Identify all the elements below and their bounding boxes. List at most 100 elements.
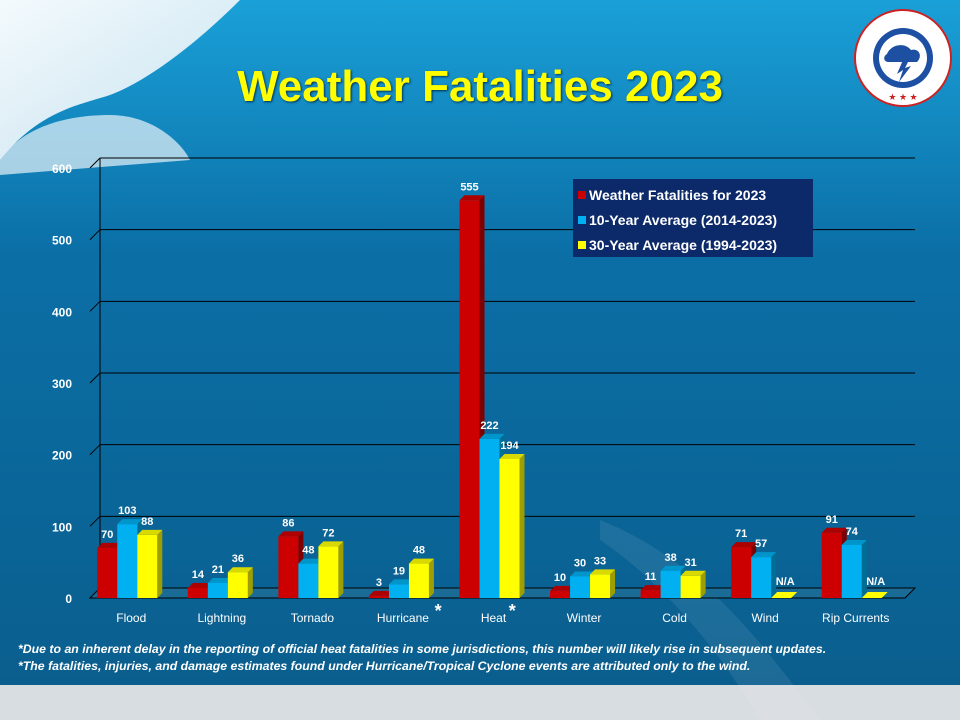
bar xyxy=(318,546,339,598)
bar-side xyxy=(861,539,867,598)
bar xyxy=(278,536,299,598)
data-label: 36 xyxy=(232,553,244,565)
y-tick-label: 200 xyxy=(52,449,72,463)
data-label: 222 xyxy=(480,420,498,432)
bar-top xyxy=(318,541,344,547)
footnote-hurricane: *The fatalities, injuries, and damage es… xyxy=(18,659,751,673)
data-label: 3 xyxy=(376,577,382,589)
legend-swatch-2023 xyxy=(578,190,586,199)
svg-text:★ ★ ★: ★ ★ ★ xyxy=(888,92,917,102)
bar-top xyxy=(187,582,213,588)
gridline-tick xyxy=(89,444,101,456)
gridline-tick xyxy=(89,372,101,384)
bar-top xyxy=(459,195,485,201)
bar xyxy=(550,590,571,598)
bar xyxy=(590,574,611,598)
x-tick-label: Winter xyxy=(567,611,602,625)
bar-top xyxy=(97,542,123,548)
bar xyxy=(499,458,520,598)
data-label: 11 xyxy=(645,571,657,583)
bar-top xyxy=(479,433,505,439)
data-label: 88 xyxy=(141,516,153,528)
bar-top xyxy=(298,558,324,564)
legend-item-10yr: 10-Year Average (2014-2023) xyxy=(573,207,813,232)
x-tick-label: Lightning xyxy=(197,611,246,625)
bar xyxy=(660,570,681,598)
data-label: 103 xyxy=(118,505,136,517)
bar-top xyxy=(841,539,867,545)
bar xyxy=(680,575,701,598)
bar-side xyxy=(247,567,253,598)
data-label: 30 xyxy=(574,558,586,570)
bar-top xyxy=(278,531,304,537)
data-label: 10 xyxy=(554,572,566,584)
data-label: 194 xyxy=(500,440,519,452)
data-label: 71 xyxy=(735,528,747,540)
bar-side xyxy=(771,552,777,598)
x-tick-label: Rip Currents xyxy=(822,611,889,625)
legend-item-30yr: 30-Year Average (1994-2023) xyxy=(573,232,813,257)
legend-swatch-30yr xyxy=(578,240,586,249)
gridline-tick xyxy=(89,515,101,527)
data-label: 48 xyxy=(302,545,314,557)
bar-top xyxy=(207,577,233,583)
gridline-tick xyxy=(89,300,101,312)
bar-side xyxy=(700,570,706,598)
data-label: 21 xyxy=(212,564,224,576)
legend-label-10yr: 10-Year Average (2014-2023) xyxy=(589,211,778,228)
bar-top xyxy=(660,565,686,571)
data-label: 70 xyxy=(101,529,113,541)
nws-logo: ★ ★ ★ xyxy=(853,8,953,108)
y-tick-label: 500 xyxy=(52,234,72,248)
bar-top xyxy=(408,558,434,564)
bar-top xyxy=(590,569,616,575)
bar xyxy=(97,547,118,598)
bar xyxy=(388,584,409,598)
data-label: N/A xyxy=(866,576,885,588)
data-label: 555 xyxy=(460,181,478,193)
page-title: Weather Fatalities 2023 xyxy=(237,62,723,111)
bar-na xyxy=(861,592,888,598)
bar-side xyxy=(428,558,434,598)
bar xyxy=(479,438,500,598)
bar-side xyxy=(157,529,163,598)
data-label: 91 xyxy=(826,514,838,526)
bar-top xyxy=(117,519,143,525)
bar xyxy=(459,200,480,598)
legend-label-2023: Weather Fatalities for 2023 xyxy=(589,186,767,203)
legend-label-30yr: 30-Year Average (1994-2023) xyxy=(589,236,778,253)
bar-na xyxy=(771,592,798,598)
bar-top xyxy=(388,579,414,585)
x-tick-label: Cold xyxy=(662,611,687,625)
x-tick-label: Hurricane xyxy=(377,611,429,625)
bar xyxy=(117,524,138,598)
bar xyxy=(640,590,661,598)
data-label: 38 xyxy=(664,552,676,564)
data-label: 31 xyxy=(684,557,696,569)
bar-top xyxy=(368,590,394,596)
bar xyxy=(841,544,862,598)
data-label: 74 xyxy=(846,526,859,538)
bar xyxy=(368,595,389,598)
nws-logo-icon: ★ ★ ★ xyxy=(854,9,952,107)
x-tick-label: Tornado xyxy=(291,611,335,625)
bar-top xyxy=(570,571,596,577)
bar xyxy=(187,587,208,598)
bar xyxy=(207,582,228,598)
bar-top xyxy=(550,585,576,591)
data-label: 57 xyxy=(755,538,767,550)
x-tick-label: Wind xyxy=(751,611,778,625)
bar-top xyxy=(137,529,163,535)
x-tick-label: Heat xyxy=(481,611,507,625)
bar xyxy=(298,563,319,598)
bar-top xyxy=(821,527,847,533)
data-label: 72 xyxy=(322,527,334,539)
legend-swatch-10yr xyxy=(578,215,586,224)
bar-top xyxy=(680,570,706,576)
bar xyxy=(751,557,772,598)
x-tick-label: Flood xyxy=(116,611,146,625)
data-label: N/A xyxy=(776,576,795,588)
bar xyxy=(137,534,158,598)
bar-top xyxy=(731,542,757,548)
